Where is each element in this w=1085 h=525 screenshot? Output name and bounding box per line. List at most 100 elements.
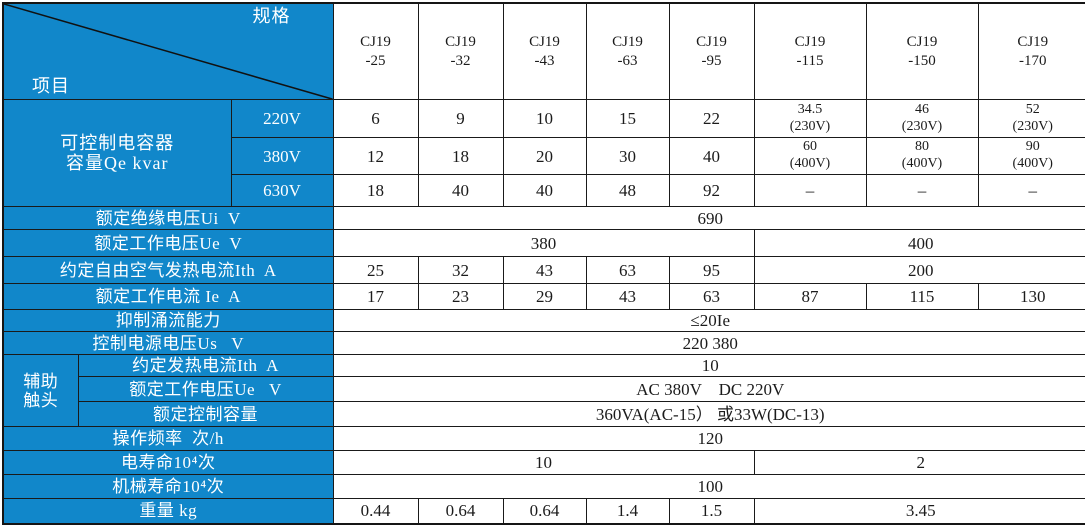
item-label: 项目 [32, 76, 70, 96]
cell-weight-3: 1.4 [585, 498, 670, 525]
cell-ie-5: 87 [753, 283, 867, 311]
cell-220v-1: 9 [417, 99, 504, 139]
cell-630v-2: 40 [502, 174, 587, 208]
cell-ie-6: 115 [865, 283, 979, 311]
cell-380v-3: 30 [585, 137, 670, 176]
mechanical-life-label: 机械寿命10⁴次 [2, 474, 334, 500]
cell-weight-0: 0.44 [332, 498, 419, 525]
capacitor-630v-row: 630V 18 40 40 48 92 – – – [3, 174, 1085, 208]
mechanical-life-row: 机械寿命10⁴次 100 [2, 474, 1085, 500]
weight-label: 重量 kg [2, 498, 334, 525]
cell-ith-1: 32 [417, 256, 504, 285]
inrush-row: 抑制涌流能力 ≤20Ie [2, 309, 1085, 333]
cell-weight-1: 0.64 [417, 498, 504, 525]
cell-630v-5: – [753, 174, 867, 208]
frequency-row: 操作频率 次/h 120 [2, 426, 1085, 452]
aux-thermal-label: 约定发热电流Ith A [77, 354, 334, 378]
weight-row: 重量 kg 0.44 0.64 0.64 1.4 1.5 3.45 [2, 498, 1085, 525]
electrical-life-right: 2 [753, 450, 1085, 476]
corner-header-cell: 规格 项目 [2, 2, 334, 101]
working-voltage-right: 400 [753, 229, 1085, 258]
cell-ith-merged: 200 [753, 256, 1085, 285]
capacitor-220v-row: 可控制电容器 容量Qe kvar 220V 6 9 10 15 22 34.5 … [2, 99, 1085, 208]
insulation-voltage-row: 额定绝缘电压Ui V 690 [2, 206, 1085, 231]
cell-380v-5: 60 (400V) [753, 137, 867, 176]
electrical-life-left: 10 [332, 450, 755, 476]
cell-ith-3: 63 [585, 256, 670, 285]
cell-630v-4: 92 [668, 174, 755, 208]
cell-ie-2: 29 [502, 283, 587, 311]
model-header-cj19-43: CJ19 -43 [502, 2, 587, 101]
working-voltage-left: 380 [332, 229, 755, 258]
model-header-cj19-63: CJ19 -63 [585, 2, 670, 101]
voltage-label-380v: 380V [230, 137, 334, 176]
model-header-cj19-32: CJ19 -32 [417, 2, 504, 101]
cell-weight-4: 1.5 [668, 498, 755, 525]
working-voltage-row: 额定工作电压Ue V 380 400 [2, 229, 1085, 258]
aux-group-label: 辅助 触头 [2, 354, 79, 428]
cell-380v-1: 18 [417, 137, 504, 176]
cell-ith-2: 43 [502, 256, 587, 285]
aux-capacity-value: 360VA(AC-15） 或33W(DC-13) [332, 401, 1085, 428]
aux-thermal-row: 辅助 触头 约定发热电流Ith A 10 [2, 354, 1085, 428]
cell-630v-3: 48 [585, 174, 670, 208]
electrical-life-row: 电寿命10⁴次 10 2 [2, 450, 1085, 476]
cell-380v-4: 40 [668, 137, 755, 176]
cell-ie-7: 130 [977, 283, 1085, 311]
cell-220v-0: 6 [332, 99, 419, 139]
working-current-label: 额定工作电流 Ie A [2, 283, 334, 311]
model-header-cj19-115: CJ19 -115 [753, 2, 867, 101]
cell-630v-7: – [977, 174, 1085, 208]
model-header-cj19-25: CJ19 -25 [332, 2, 419, 101]
aux-voltage-label: 额定工作电压Ue V [77, 376, 334, 403]
cell-220v-4: 22 [668, 99, 755, 139]
model-header-cj19-95: CJ19 -95 [668, 2, 755, 101]
cell-220v-5: 34.5 (230V) [753, 99, 867, 139]
model-header-cj19-170: CJ19 -170 [977, 2, 1085, 101]
cell-ie-0: 17 [332, 283, 419, 311]
voltage-label-630v: 630V [230, 174, 334, 208]
frequency-label: 操作频率 次/h [2, 426, 334, 452]
cell-380v-2: 20 [502, 137, 587, 176]
thermal-current-label: 约定自由空气发热电流Ith A [2, 256, 334, 285]
cell-ith-4: 95 [668, 256, 755, 285]
control-voltage-label: 控制电源电压Us V [2, 331, 334, 356]
cell-630v-1: 40 [417, 174, 504, 208]
diagonal-divider [4, 4, 332, 99]
aux-capacity-row: 额定控制容量 360VA(AC-15） 或33W(DC-13) [3, 401, 1085, 428]
mechanical-life-value: 100 [332, 474, 1085, 500]
cell-ie-3: 43 [585, 283, 670, 311]
cell-220v-7: 52 (230V) [977, 99, 1085, 139]
cell-630v-0: 18 [332, 174, 419, 208]
working-current-row: 额定工作电流 Ie A 17 23 29 43 63 87 115 130 [2, 283, 1085, 311]
aux-thermal-value: 10 [332, 354, 1085, 378]
voltage-label-220v: 220V [230, 99, 334, 139]
model-header-cj19-150: CJ19 -150 [865, 2, 979, 101]
working-voltage-label: 额定工作电压Ue V [2, 229, 334, 258]
cell-380v-7: 90 (400V) [977, 137, 1085, 176]
inrush-value: ≤20Ie [332, 309, 1085, 333]
frequency-value: 120 [332, 426, 1085, 452]
cell-ie-1: 23 [417, 283, 504, 311]
cell-220v-2: 10 [502, 99, 587, 139]
aux-voltage-row: 额定工作电压Ue V AC 380V DC 220V [3, 376, 1085, 403]
control-voltage-row: 控制电源电压Us V 220 380 [2, 331, 1085, 356]
insulation-voltage-value: 690 [332, 206, 1085, 231]
cell-weight-merged: 3.45 [753, 498, 1085, 525]
control-voltage-value: 220 380 [332, 331, 1085, 356]
cell-380v-0: 12 [332, 137, 419, 176]
insulation-voltage-label: 额定绝缘电压Ui V [2, 206, 334, 231]
cell-ith-0: 25 [332, 256, 419, 285]
cell-380v-6: 80 (400V) [865, 137, 979, 176]
capacitor-capacity-label: 可控制电容器 容量Qe kvar [2, 99, 232, 208]
cell-630v-6: – [865, 174, 979, 208]
thermal-current-row: 约定自由空气发热电流Ith A 25 32 43 63 95 200 [2, 256, 1085, 285]
cell-weight-2: 0.64 [502, 498, 587, 525]
cell-220v-6: 46 (230V) [865, 99, 979, 139]
aux-capacity-label: 额定控制容量 [77, 401, 334, 428]
spec-label: 规格 [252, 6, 291, 26]
aux-voltage-value: AC 380V DC 220V [332, 376, 1085, 403]
header-row: 规格 项目 CJ19 -25 CJ19 -32 CJ19 -43 CJ19 -6… [2, 2, 1085, 101]
